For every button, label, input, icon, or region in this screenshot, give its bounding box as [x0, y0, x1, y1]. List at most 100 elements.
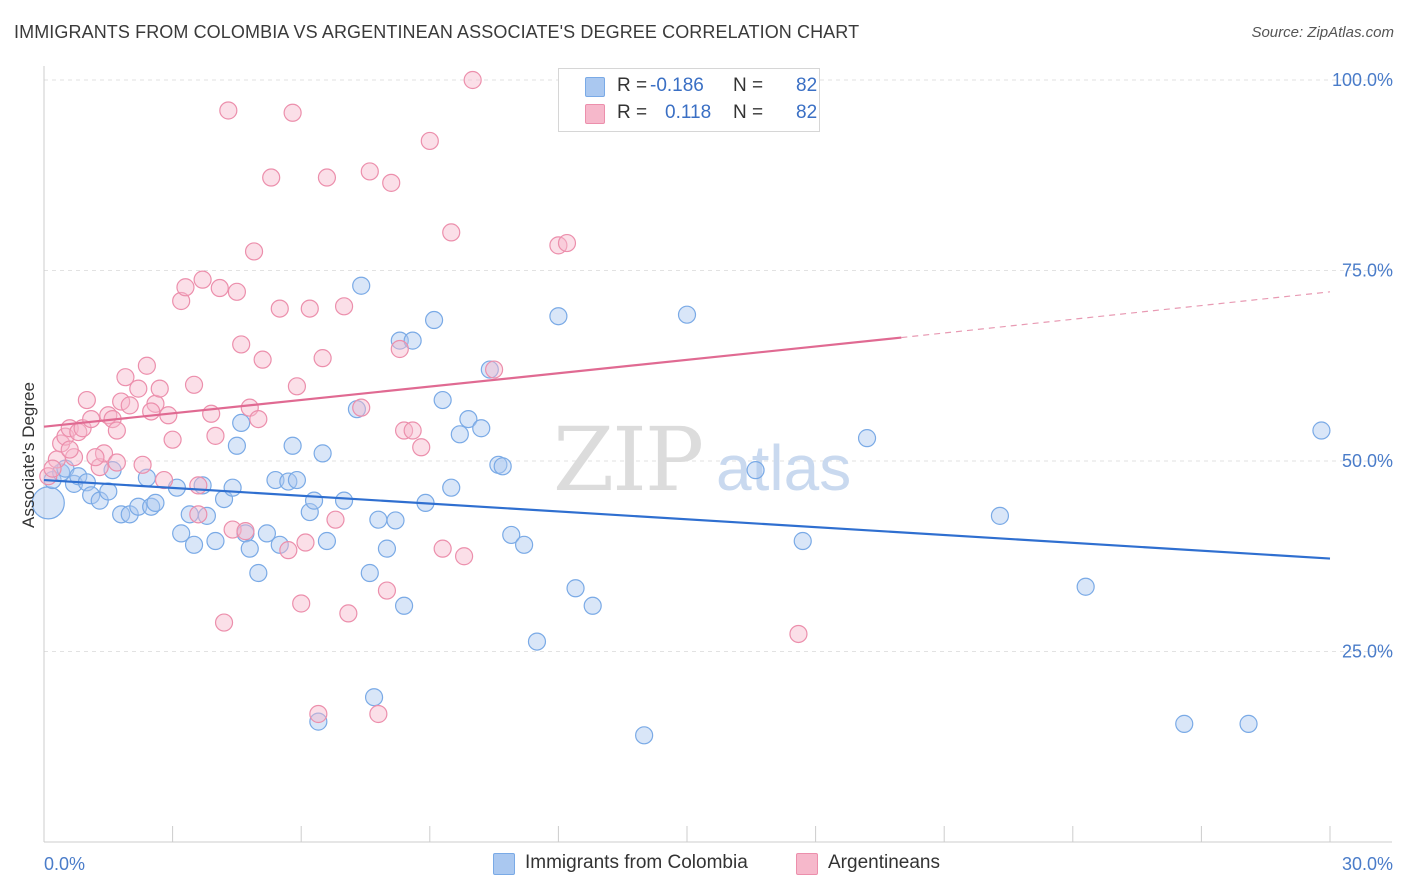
- data-point: [334, 297, 354, 316]
- legend-r-label: R =: [617, 102, 648, 123]
- data-point: [270, 299, 289, 318]
- data-point: [583, 596, 602, 615]
- data-point: [279, 541, 298, 560]
- data-point: [433, 390, 452, 410]
- source-label: Source: ZipAtlas.com: [1251, 24, 1394, 41]
- data-point: [219, 101, 238, 120]
- data-point: [77, 390, 96, 410]
- data-point: [424, 310, 444, 330]
- data-point: [43, 459, 62, 478]
- data-point: [232, 335, 251, 354]
- data-point: [459, 409, 478, 429]
- data-point: [433, 539, 452, 558]
- data-point: [94, 444, 114, 463]
- y-axis-label: Associate's Degree: [19, 382, 38, 528]
- y-tick-label: 25.0%: [1342, 642, 1393, 662]
- legend-r-value: 0.118: [665, 102, 712, 123]
- data-point: [480, 360, 499, 379]
- data-point: [137, 356, 156, 375]
- data-point: [210, 278, 229, 298]
- data-point: [262, 168, 281, 187]
- x-tick-label: 0.0%: [44, 854, 85, 874]
- data-point: [60, 440, 79, 459]
- data-point: [283, 436, 302, 455]
- data-point: [339, 604, 358, 623]
- bottom-legend-swatch-argentineans: [796, 853, 818, 875]
- series-layer: [31, 70, 1331, 745]
- data-point: [990, 506, 1010, 525]
- data-point: [360, 563, 379, 583]
- data-point: [746, 461, 765, 480]
- data-point: [472, 419, 491, 438]
- data-point: [193, 270, 212, 289]
- data-point: [296, 533, 315, 552]
- data-point: [236, 522, 255, 541]
- data-point: [232, 413, 251, 432]
- stats-legend: R = -0.186 N = 82 R = 0.118 N = 82: [558, 68, 820, 132]
- data-point: [566, 579, 585, 598]
- data-point: [287, 377, 307, 396]
- data-point: [1239, 714, 1258, 733]
- trend-layer: [43, 291, 1331, 560]
- bottom-legend-label-colombia: Immigrants from Colombia: [525, 852, 748, 873]
- data-point: [317, 168, 337, 187]
- data-point: [377, 539, 397, 558]
- data-point: [129, 497, 148, 516]
- trend-line: [43, 336, 902, 428]
- data-point: [223, 478, 242, 497]
- data-point: [133, 455, 152, 474]
- data-point: [557, 233, 577, 253]
- data-point: [240, 539, 259, 558]
- data-point: [369, 510, 388, 529]
- data-point: [107, 453, 126, 472]
- data-point: [326, 510, 345, 529]
- data-point: [382, 173, 401, 192]
- data-point: [257, 524, 277, 543]
- y-tick-label: 100.0%: [1332, 70, 1393, 90]
- tick-labels: 100.0% 75.0% 50.0% 25.0% 0.0% 30.0%: [44, 70, 1393, 874]
- bottom-legend-label-argentineans: Argentineans: [828, 852, 940, 873]
- data-point: [394, 596, 414, 615]
- legend-n-value: 82: [796, 75, 818, 96]
- data-point: [270, 535, 289, 554]
- data-point: [442, 478, 461, 497]
- x-tick-label: 30.0%: [1342, 854, 1393, 874]
- data-point: [377, 581, 397, 600]
- data-point: [99, 482, 118, 501]
- data-point: [112, 392, 131, 411]
- grid-lines: [44, 79, 1392, 652]
- legend-n-value: 82: [796, 102, 818, 123]
- data-point: [352, 276, 371, 295]
- data-point: [142, 402, 161, 421]
- data-point: [527, 632, 547, 651]
- data-point: [317, 531, 337, 551]
- data-point: [154, 470, 174, 490]
- data-point: [1312, 421, 1331, 440]
- data-point: [249, 563, 268, 583]
- data-point: [360, 162, 379, 181]
- data-point: [189, 476, 208, 495]
- legend-swatch-colombia: [585, 77, 605, 97]
- data-point: [150, 379, 169, 398]
- data-point: [677, 305, 697, 324]
- data-point: [90, 457, 109, 477]
- data-point: [493, 457, 512, 476]
- data-point: [172, 291, 191, 311]
- data-point: [107, 421, 126, 440]
- data-point: [309, 704, 328, 724]
- data-point: [313, 444, 332, 463]
- data-point: [502, 525, 521, 545]
- data-point: [313, 349, 332, 368]
- legend-n-label: N =: [733, 75, 764, 96]
- data-point: [172, 524, 191, 543]
- legend-r-value: -0.186: [650, 75, 704, 96]
- data-point: [1076, 577, 1095, 596]
- data-point: [129, 379, 148, 398]
- trend-line: [43, 478, 1331, 560]
- data-point: [120, 396, 139, 415]
- data-point: [386, 511, 405, 530]
- legend-r-label: R =: [617, 75, 648, 96]
- data-point: [420, 131, 439, 151]
- data-point: [403, 331, 422, 350]
